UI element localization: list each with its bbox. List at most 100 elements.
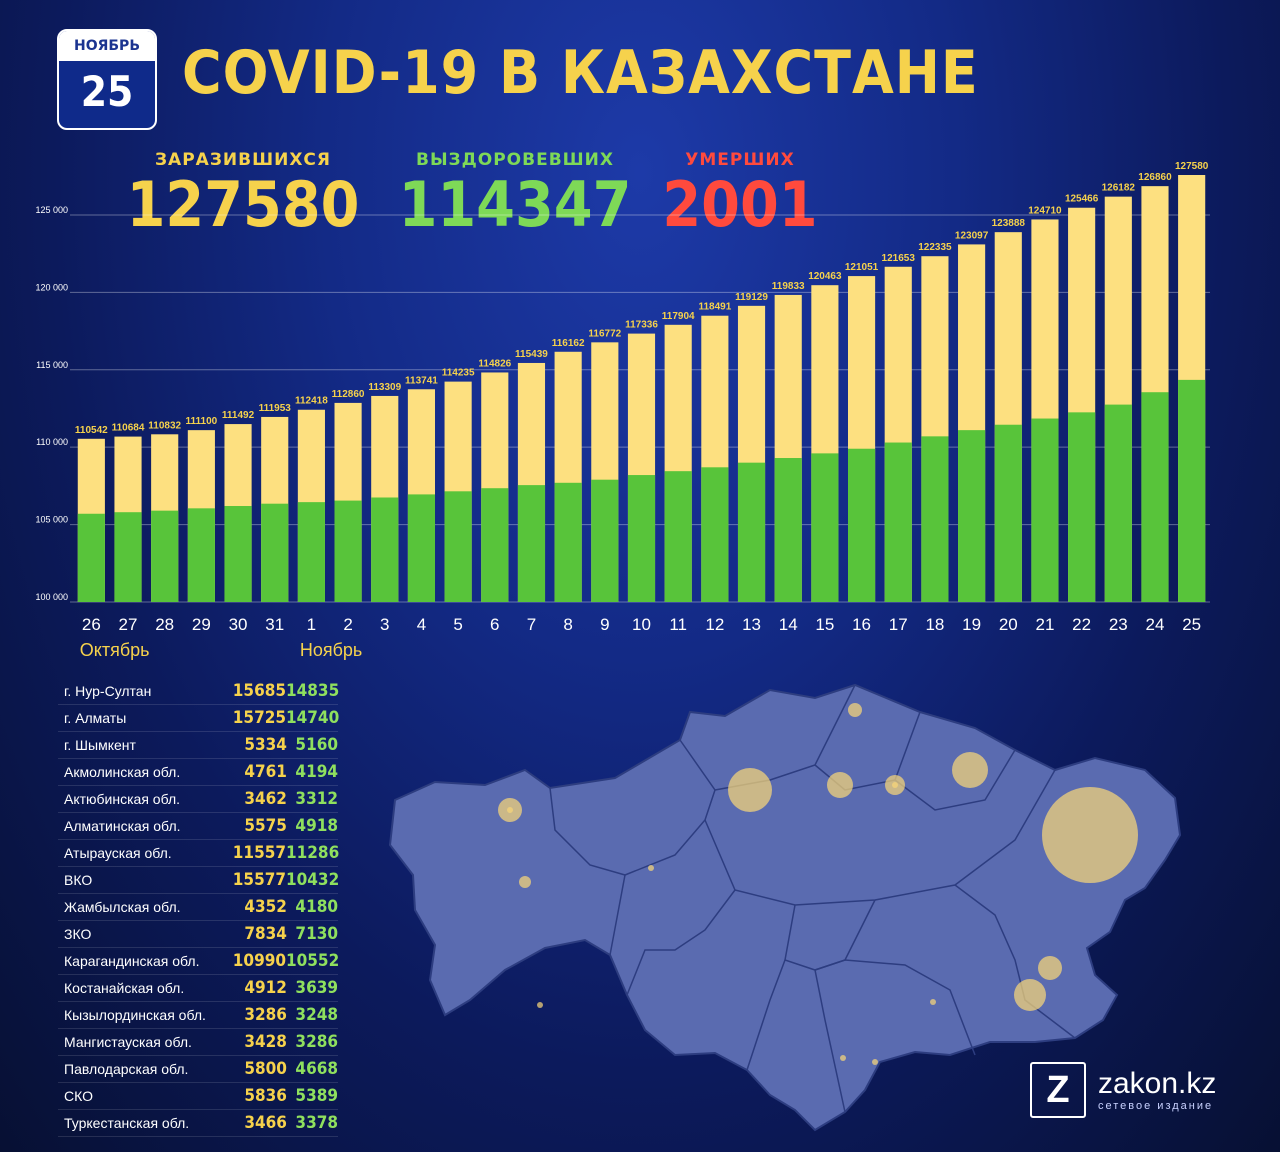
map-case-circle: [848, 703, 862, 717]
region-row: Жамбылская обл. 4352 4180: [58, 894, 338, 921]
map-case-circle: [952, 752, 988, 788]
region-recovered: 3378: [295, 1113, 338, 1133]
bar-recovered: [884, 442, 912, 602]
bar-value-label: 112418: [295, 396, 328, 407]
logo-name: zakon.kz: [1098, 1067, 1217, 1100]
bar-value-label: 127580: [1175, 161, 1209, 172]
bar-value-label: 117336: [625, 320, 658, 331]
y-tick-label: 125 000: [35, 205, 68, 215]
bar-recovered: [187, 508, 215, 602]
region-recovered: 3286: [295, 1032, 338, 1052]
x-tick-label: 24: [1146, 615, 1165, 634]
region-row: Павлодарская обл. 5800 4668: [58, 1056, 338, 1083]
x-tick-label: 13: [742, 615, 761, 634]
region-infected: 3286: [244, 1005, 287, 1025]
region-row: Алматинская обл. 5575 4918: [58, 813, 338, 840]
x-tick-label: 14: [779, 615, 798, 634]
bar-recovered: [811, 453, 839, 602]
x-tick-label: 5: [453, 615, 462, 634]
region-name: Кызылординская обл.: [64, 1007, 206, 1023]
x-tick-label: 30: [229, 615, 248, 634]
kazakhstan-map: [388, 683, 1182, 1132]
region-row: г. Шымкент 5334 5160: [58, 732, 338, 759]
bar-value-label: 116162: [552, 338, 585, 349]
cases-bar-chart: 100 000 105 000 110 000 115 000 120 000 125 0…: [35, 161, 1210, 660]
region-name: г. Шымкент: [64, 737, 136, 753]
x-tick-label: 12: [705, 615, 724, 634]
y-tick-label: 120 000: [35, 282, 68, 292]
x-tick-label: 3: [380, 615, 389, 634]
region-recovered: 4194: [295, 762, 338, 782]
stat-infected-value: 127580: [126, 168, 360, 241]
bar-recovered: [847, 448, 876, 602]
map-case-circle: [648, 865, 654, 871]
bar-recovered: [371, 497, 399, 602]
bar-value-label: 116772: [588, 328, 621, 339]
x-tick-label: 28: [155, 615, 174, 634]
region-name: Алматинская обл.: [64, 818, 181, 834]
region-recovered: 3639: [295, 978, 338, 998]
region-recovered: 3312: [295, 789, 338, 809]
bar-recovered: [1141, 392, 1169, 602]
bar-recovered: [517, 485, 546, 602]
bar-recovered: [921, 436, 949, 602]
bar-recovered: [114, 512, 142, 602]
region-row: Атырауская обл. 11557 11286: [58, 840, 340, 867]
x-tick-label: 4: [417, 615, 426, 634]
bar-recovered: [261, 503, 289, 602]
bar-value-label: 123888: [992, 218, 1026, 229]
map-case-circle: [930, 999, 936, 1005]
bar-value-label: 122335: [918, 242, 952, 253]
x-tick-label: 2: [343, 615, 352, 634]
region-recovered: 4918: [295, 816, 338, 836]
bar-value-label: 119833: [772, 281, 805, 292]
bar-value-label: 119129: [735, 292, 768, 303]
bar-recovered: [77, 513, 105, 602]
bar-recovered: [774, 458, 802, 602]
map-case-circle: [728, 768, 772, 812]
bar-value-label: 110832: [148, 420, 181, 431]
region-infected: 4352: [244, 897, 287, 917]
x-tick-label: 31: [265, 615, 284, 634]
bar-recovered: [334, 500, 362, 602]
region-name: Акмолинская обл.: [64, 764, 181, 780]
region-recovered: 4668: [295, 1059, 338, 1079]
region-name: Туркестанская обл.: [64, 1115, 190, 1131]
x-tick-label: 20: [999, 615, 1018, 634]
region-recovered: 3248: [295, 1005, 338, 1025]
bar-recovered: [444, 491, 472, 602]
map-case-circle: [840, 1055, 846, 1061]
x-tick-label: 9: [600, 615, 609, 634]
bar-recovered: [151, 510, 179, 602]
x-tick-label: 27: [119, 615, 138, 634]
map-case-circle: [1014, 979, 1046, 1011]
region-infected: 5334: [244, 735, 287, 755]
bar-recovered: [224, 506, 252, 602]
bar-recovered: [1031, 418, 1059, 602]
region-recovered: 14740: [286, 708, 340, 728]
bar-value-label: 123097: [955, 230, 989, 241]
bar-value-label: 113309: [368, 382, 401, 393]
map-case-circles: [498, 703, 1138, 1065]
region-name: Атырауская обл.: [64, 845, 172, 861]
x-tick-label: 11: [669, 615, 687, 634]
stat-recovered-label: ВЫЗДОРОВЕВШИХ: [415, 150, 615, 170]
bar-recovered: [994, 424, 1022, 602]
region-name: Карагандинская обл.: [64, 953, 200, 969]
logo-subtitle: сетевое издание: [1098, 1100, 1214, 1112]
region-name: г. Нур-Султан: [64, 683, 152, 699]
region-name: ВКО: [64, 872, 93, 888]
region-recovered: 11286: [286, 843, 340, 863]
region-infected: 5575: [244, 816, 287, 836]
region-infected: 4761: [244, 762, 287, 782]
region-name: г. Алматы: [64, 710, 127, 726]
region-row: Костанайская обл. 4912 3639: [58, 975, 338, 1002]
bar-recovered: [554, 482, 582, 602]
month-label: Октябрь: [80, 640, 150, 660]
region-infected: 15577: [232, 870, 286, 890]
region-recovered: 4180: [295, 897, 338, 917]
y-tick-label: 100 000: [35, 592, 68, 602]
region-row: Кызылординская обл. 3286 3248: [58, 1002, 338, 1029]
bar-value-label: 117904: [662, 311, 695, 322]
bar-recovered: [701, 467, 729, 602]
